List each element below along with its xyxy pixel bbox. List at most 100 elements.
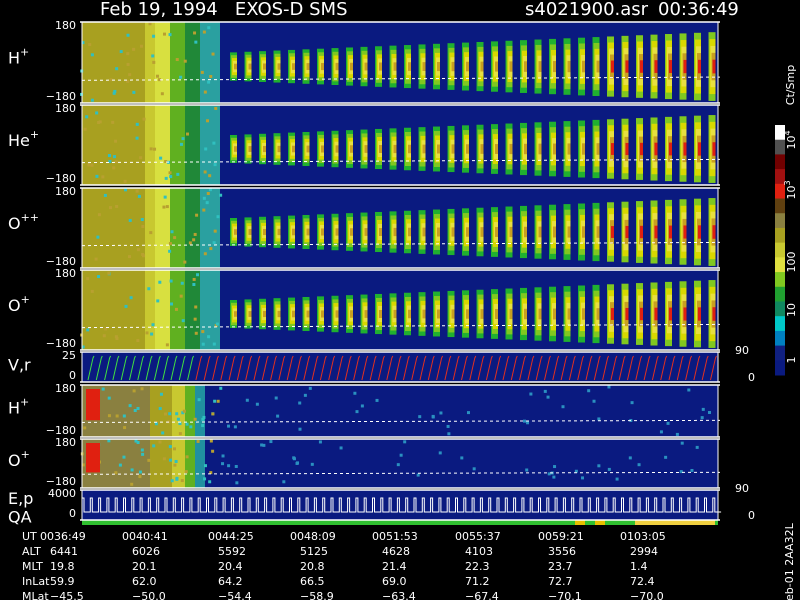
velocity-trace <box>319 355 327 381</box>
spectrogram-speckle <box>90 98 94 102</box>
velocity-trace <box>485 355 493 381</box>
spectrogram-streak <box>364 228 368 236</box>
spectrogram-streak <box>683 307 687 321</box>
panel-label: O+ <box>8 293 30 315</box>
spectrogram-speckle <box>138 470 142 474</box>
spectrogram-speckle <box>296 461 300 465</box>
spectrogram-speckle <box>200 70 204 74</box>
spectrogram-streak <box>509 226 513 238</box>
velocity-trace <box>502 355 510 381</box>
panel-label-text: O <box>8 296 21 315</box>
velocity-trace <box>212 355 219 381</box>
spectrogram-speckle <box>233 425 237 429</box>
spectrogram-speckle <box>107 154 111 158</box>
panel-label-text: V,r <box>8 355 31 374</box>
spectrogram-speckle <box>137 194 141 198</box>
spectrogram-streak <box>553 61 556 73</box>
spectrogram-streak <box>248 63 252 70</box>
spectrogram-speckle <box>168 249 172 253</box>
spectrogram-streak <box>277 145 281 153</box>
table-cell: 1.4 <box>630 560 648 573</box>
spectrogram-speckle <box>175 477 179 481</box>
spectrogram-speckle <box>202 208 206 212</box>
spectrogram-block <box>195 439 205 488</box>
spectrogram-speckle <box>159 392 163 396</box>
row-label: UT <box>22 530 37 543</box>
spectrogram-speckle <box>292 457 296 461</box>
velocity-trace <box>311 355 319 381</box>
spectrogram-speckle <box>149 231 153 235</box>
spectrogram-block <box>185 439 195 488</box>
table-cell: 59.9 <box>50 575 75 588</box>
spectrogram-streak <box>538 226 542 238</box>
panel-label: H+ <box>8 395 29 417</box>
colorbar-tick-exp: 4 <box>783 130 792 135</box>
spectrogram-speckle <box>164 160 168 164</box>
spectrogram-block <box>200 188 220 268</box>
spectrogram-speckle <box>87 163 91 167</box>
axis-bottom-label: −180 <box>46 255 76 268</box>
spectrogram-speckle <box>126 79 130 83</box>
spectrogram-streak <box>292 310 295 318</box>
colorbar-segment <box>775 360 785 376</box>
table-cell: −45.5 <box>50 590 84 600</box>
velocity-trace <box>676 355 684 381</box>
axis-bottom-label: −180 <box>46 475 76 488</box>
spectrogram-speckle <box>183 260 187 264</box>
spectrogram-streak <box>379 309 382 319</box>
axis-bottom-label: 0 <box>69 369 76 382</box>
spectrogram-streak <box>524 61 527 72</box>
table-cell: 72.7 <box>548 575 573 588</box>
spectrogram-speckle <box>209 439 213 443</box>
velocity-trace <box>378 355 385 381</box>
spectrogram-speckle <box>282 480 286 484</box>
spectrogram-speckle <box>196 439 200 443</box>
spectrogram-speckle <box>189 425 193 429</box>
spectrogram-streak <box>654 225 658 239</box>
spectrogram-speckle <box>112 166 116 170</box>
right-axis-bottom-label: 0 <box>748 371 755 384</box>
axis-bottom-label: −180 <box>46 424 76 437</box>
velocity-trace <box>270 355 278 381</box>
velocity-trace <box>544 355 551 381</box>
spectrogram-speckle <box>122 414 126 418</box>
table-cell: 5592 <box>218 545 246 558</box>
spectrogram-streak <box>408 62 411 71</box>
spectrogram-speckle <box>126 33 130 37</box>
axis-bottom-label: −180 <box>46 90 76 103</box>
spectrogram-block <box>145 22 155 103</box>
velocity-trace <box>253 355 261 381</box>
spectrogram-speckle <box>206 192 210 196</box>
spectrogram-speckle <box>592 399 596 403</box>
colorbar-tick-label: 1 <box>785 357 798 364</box>
table-cell: 0051:53 <box>372 530 418 543</box>
table-cell: 4103 <box>465 545 493 558</box>
spectrogram-speckle <box>460 456 464 460</box>
velocity-trace <box>120 355 128 381</box>
spectrogram-speckle <box>86 389 100 421</box>
panel-label: H+ <box>8 45 29 66</box>
spectrogram-block <box>82 105 145 185</box>
spectrogram-streak <box>234 146 237 152</box>
velocity-trace <box>145 355 153 381</box>
spectrogram-speckle <box>628 456 632 460</box>
velocity-trace <box>195 355 203 381</box>
spectrogram-speckle <box>203 252 207 256</box>
colorbar-segment <box>775 257 785 273</box>
spectrogram-streak <box>306 145 310 153</box>
spectrogram-speckle <box>204 464 208 468</box>
velocity-trace <box>668 355 676 381</box>
row-label: MLat <box>22 590 49 600</box>
spectrogram-speckle <box>136 248 140 252</box>
spectrogram-streak <box>669 60 672 74</box>
spectrogram-streak <box>553 226 556 238</box>
axis-top-label: 180 <box>55 267 76 280</box>
spectrogram-block <box>170 105 185 185</box>
spectrogram-speckle <box>192 277 196 281</box>
table-cell: 0059:21 <box>538 530 584 543</box>
spectrogram-speckle <box>472 467 476 471</box>
spectrogram-speckle <box>151 54 155 58</box>
spectrogram-streak <box>698 307 701 321</box>
spectrogram-speckle <box>124 188 128 192</box>
spectrogram-speckle <box>139 156 143 160</box>
